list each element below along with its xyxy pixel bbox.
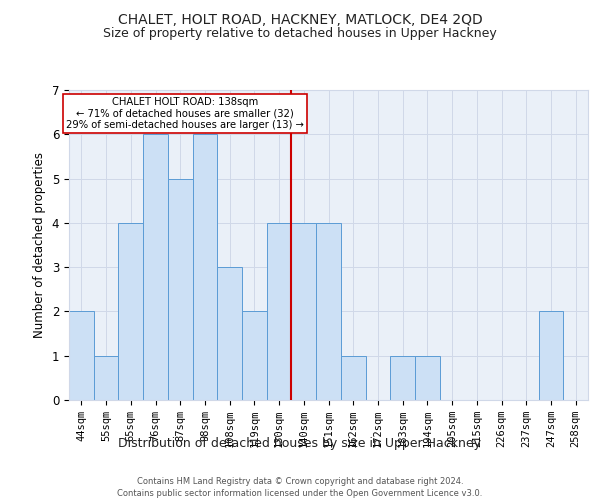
Bar (242, 312, 267, 400)
Bar (292, 223, 316, 400)
Bar (217, 267, 242, 400)
Bar (390, 356, 415, 400)
Text: CHALET HOLT ROAD: 138sqm
← 71% of detached houses are smaller (32)
29% of semi-d: CHALET HOLT ROAD: 138sqm ← 71% of detach… (66, 96, 304, 130)
Bar (94, 356, 118, 400)
Bar (118, 223, 143, 400)
Text: CHALET, HOLT ROAD, HACKNEY, MATLOCK, DE4 2QD: CHALET, HOLT ROAD, HACKNEY, MATLOCK, DE4… (118, 12, 482, 26)
Bar (193, 134, 217, 400)
Text: Contains HM Land Registry data © Crown copyright and database right 2024.: Contains HM Land Registry data © Crown c… (137, 478, 463, 486)
Y-axis label: Number of detached properties: Number of detached properties (33, 152, 46, 338)
Bar (316, 223, 341, 400)
Bar (415, 356, 440, 400)
Bar (267, 223, 292, 400)
Text: Size of property relative to detached houses in Upper Hackney: Size of property relative to detached ho… (103, 28, 497, 40)
Bar (341, 356, 365, 400)
Text: Distribution of detached houses by size in Upper Hackney: Distribution of detached houses by size … (119, 438, 482, 450)
Bar (69, 312, 94, 400)
Bar (539, 312, 563, 400)
Bar (168, 178, 193, 400)
Bar (143, 134, 168, 400)
Text: Contains public sector information licensed under the Open Government Licence v3: Contains public sector information licen… (118, 489, 482, 498)
